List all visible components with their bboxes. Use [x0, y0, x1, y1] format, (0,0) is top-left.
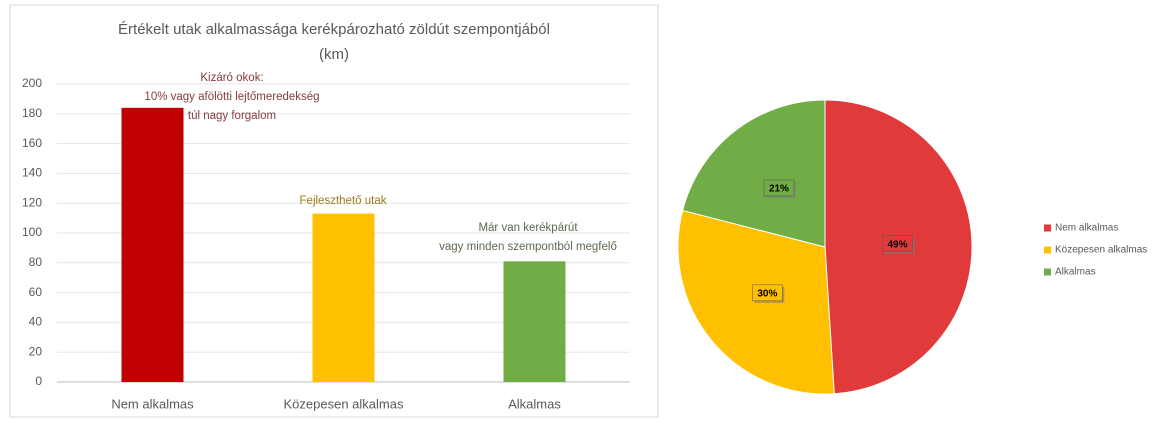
annotation: túl nagy forgalom	[188, 110, 276, 122]
legend-label: Alkalmas	[1055, 267, 1096, 278]
x-tick-label: Alkalmas	[508, 396, 561, 411]
annotation: 10% vagy afölötti lejtőmeredekség	[144, 91, 319, 103]
y-tick-label: 0	[35, 374, 42, 388]
y-tick-label: 180	[22, 106, 42, 120]
y-tick-label: 20	[29, 344, 43, 358]
legend-swatch	[1044, 224, 1051, 232]
label-box	[763, 179, 795, 197]
annotation: Fejleszthető utak	[300, 195, 387, 207]
chart-title: Értékelt utak alkalmassága kerékpározhat…	[118, 21, 550, 38]
legend-swatch	[1044, 268, 1051, 276]
legend-swatch	[1044, 246, 1051, 254]
legend-label: Nem alkalmas	[1055, 223, 1118, 234]
pie-slice	[682, 99, 826, 248]
annotation: vagy minden szempontból megfelő	[439, 241, 617, 253]
bar	[312, 213, 375, 382]
label-box	[882, 235, 913, 252]
y-tick-label: 60	[29, 285, 43, 299]
data-label: 21%	[769, 184, 789, 195]
y-tick-label: 140	[22, 166, 42, 180]
bar	[503, 261, 566, 382]
annotation: Kizáró okok:	[200, 72, 263, 84]
bar	[121, 107, 184, 382]
data-label: 30%	[757, 288, 777, 299]
chart-title: (km)	[319, 46, 349, 63]
y-tick-label: 160	[22, 136, 42, 150]
y-tick-label: 100	[22, 225, 42, 239]
x-tick-label: Közepesen alkalmas	[284, 396, 404, 411]
x-tick-label: Nem alkalmas	[111, 396, 194, 411]
y-tick-label: 40	[29, 315, 43, 329]
y-tick-label: 80	[29, 255, 43, 269]
y-tick-label: 200	[22, 76, 42, 90]
data-label: 49%	[887, 239, 907, 250]
annotation: Már van kerékpárút	[478, 222, 578, 234]
legend-label: Közepesen alkalmas	[1055, 245, 1147, 256]
label-box	[752, 284, 783, 302]
y-tick-label: 120	[22, 195, 42, 209]
